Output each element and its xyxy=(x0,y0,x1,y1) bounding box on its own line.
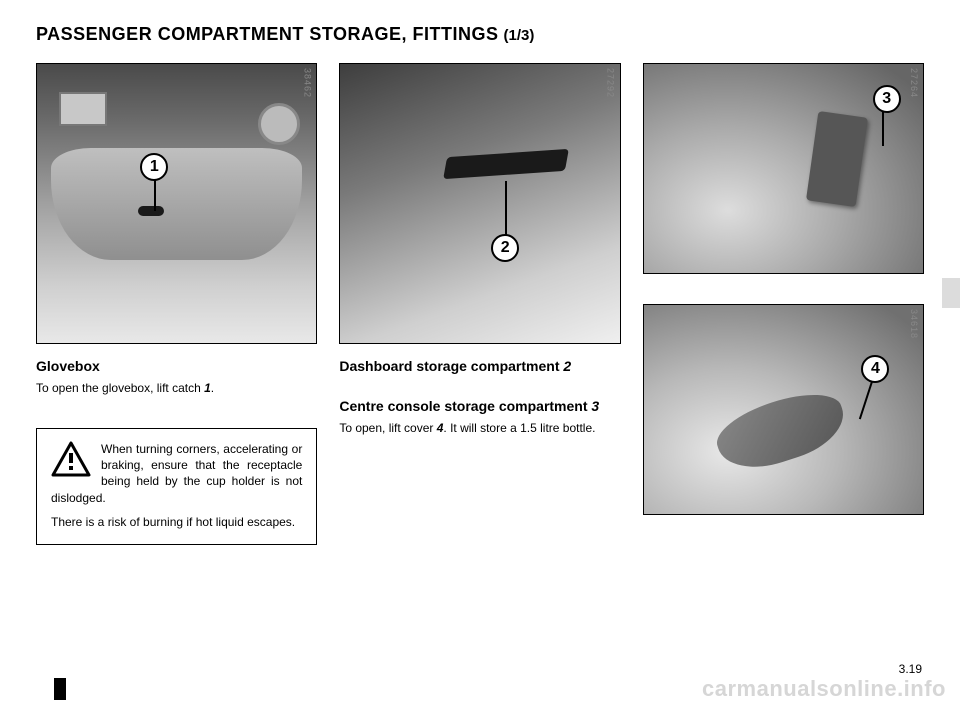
heading-text: Centre console storage compartment xyxy=(339,398,591,414)
title-part: (1/3) xyxy=(504,27,535,44)
page-title: PASSENGER COMPARTMENT STORAGE, FITTINGS … xyxy=(36,24,924,45)
heading-ref: 3 xyxy=(591,398,599,414)
heading-text: Dashboard storage compartment xyxy=(339,358,563,374)
heading-dash-storage: Dashboard storage compartment 2 xyxy=(339,358,620,374)
column-2: 2 27292 Dashboard storage compartment 2 … xyxy=(339,63,620,545)
text-console: To open, lift cover 4. It will store a 1… xyxy=(339,420,620,436)
text-after: . xyxy=(211,381,214,395)
callout-3-label: 3 xyxy=(882,90,891,108)
heading-glovebox: Glovebox xyxy=(36,358,317,374)
section-tab xyxy=(942,278,960,308)
photo-id: 34618 xyxy=(909,309,919,339)
title-main: PASSENGER COMPARTMENT STORAGE, FITTINGS xyxy=(36,24,499,44)
photo-dash-storage: 2 27292 xyxy=(339,63,620,344)
photo-id: 38462 xyxy=(302,68,312,98)
warning-p1-wrap: When turning corners, accelerating or br… xyxy=(51,441,302,506)
bottom-mark xyxy=(54,678,66,700)
column-1: 1 38462 Glovebox To open the glovebox, l… xyxy=(36,63,317,545)
columns: 1 38462 Glovebox To open the glovebox, l… xyxy=(36,63,924,545)
warning-p2: There is a risk of burning if hot liquid… xyxy=(51,514,302,530)
warning-box: When turning corners, accelerating or br… xyxy=(36,428,317,545)
photo-id: 27264 xyxy=(909,68,919,98)
warning-icon xyxy=(51,441,91,477)
callout-2-label: 2 xyxy=(501,239,510,257)
watermark: carmanualsonline.info xyxy=(702,676,946,702)
text-before: To open the glovebox, lift catch xyxy=(36,381,204,395)
callout-3: 3 xyxy=(873,85,901,113)
callout-1-label: 1 xyxy=(150,158,159,176)
manual-page: PASSENGER COMPARTMENT STORAGE, FITTINGS … xyxy=(0,0,960,710)
page-number: 3.19 xyxy=(899,662,922,676)
ref-1: 1 xyxy=(204,381,211,395)
illustration-bg xyxy=(340,64,619,343)
vent-shape xyxy=(258,103,300,145)
photo-console-cover: 4 34618 xyxy=(643,304,924,515)
text-glovebox: To open the glovebox, lift catch 1. xyxy=(36,380,317,396)
screen-shape xyxy=(59,92,107,126)
leader-line xyxy=(505,181,507,239)
text-before: To open, lift cover xyxy=(339,421,436,435)
leader-line xyxy=(154,179,156,211)
text-after: . It will store a 1.5 litre bottle. xyxy=(443,421,595,435)
heading-ref: 2 xyxy=(563,358,571,374)
photo-glovebox: 1 38462 xyxy=(36,63,317,344)
leader-line xyxy=(882,110,884,146)
callout-4-label: 4 xyxy=(871,360,880,378)
column-3: 3 27264 4 34618 xyxy=(643,63,924,545)
spacer xyxy=(339,380,620,394)
catch-slot xyxy=(138,206,164,216)
photo-console-open: 3 27264 xyxy=(643,63,924,274)
heading-console-storage: Centre console storage compartment 3 xyxy=(339,398,620,414)
dashboard-shape xyxy=(51,148,302,260)
photo-id: 27292 xyxy=(606,68,616,98)
